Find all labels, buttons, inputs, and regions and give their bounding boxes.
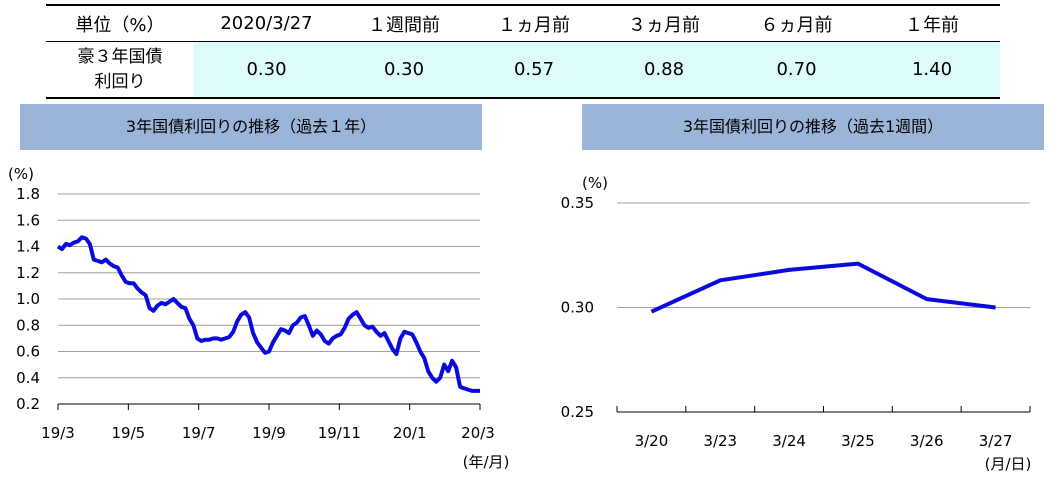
y-tick-label: 0.35 — [561, 194, 594, 212]
value-1week: 0.30 — [339, 41, 469, 99]
table-row: 豪３年国債利回り 0.30 0.30 0.57 0.88 0.70 1.40 — [46, 41, 1000, 99]
x-tick-label: 19/11 — [318, 424, 361, 442]
value-3month: 0.88 — [599, 41, 729, 99]
y-tick-label: 0.2 — [16, 395, 40, 413]
header-3month: ３ヵ月前 — [599, 4, 729, 42]
y-tick-label: 0.6 — [16, 343, 40, 361]
chart-title-1week: 3年国債利回りの推移（過去1週間） — [582, 104, 1044, 150]
x-tick-label: 20/3 — [461, 424, 495, 442]
y-tick-label: 0.4 — [16, 369, 40, 387]
header-unit: 単位（%） — [46, 4, 194, 42]
value-date: 0.30 — [194, 41, 339, 99]
header-1year: １年前 — [864, 4, 1000, 42]
y-tick-label: 1.6 — [16, 211, 40, 229]
x-tick-label: 3/24 — [772, 432, 806, 450]
series-line-1year — [56, 235, 480, 393]
x-unit-label: (年/月) — [463, 453, 510, 471]
x-tick-label: 3/26 — [910, 432, 944, 450]
value-1month: 0.57 — [469, 41, 599, 99]
y-tick-label: 1.2 — [16, 264, 40, 282]
header-1week: １週間前 — [339, 4, 469, 42]
x-tick-label: 19/5 — [111, 424, 145, 442]
x-tick-label: 20/1 — [393, 424, 427, 442]
x-tick-label: 3/23 — [703, 432, 737, 450]
header-date: 2020/3/27 — [194, 4, 339, 42]
value-1year: 1.40 — [864, 41, 1000, 99]
header-1month: １ヵ月前 — [469, 4, 599, 42]
y-tick-label: 0.30 — [561, 299, 594, 317]
x-unit-label: (月/日) — [985, 455, 1032, 473]
y-tick-label: 1.8 — [16, 185, 40, 203]
x-tick-label: 19/7 — [182, 424, 216, 442]
series-line-1week — [650, 261, 996, 314]
table-header-row: 単位（%） 2020/3/27 １週間前 １ヵ月前 ３ヵ月前 ６ヵ月前 １年前 — [46, 4, 1000, 42]
y-unit-label: (%) — [8, 165, 34, 183]
y-unit-label: (%) — [582, 174, 608, 192]
y-tick-label: 0.25 — [561, 403, 594, 421]
chart-title-1year: 3年国債利回りの推移（過去１年） — [20, 104, 482, 150]
y-tick-label: 0.8 — [16, 316, 40, 334]
yield-summary-table: 単位（%） 2020/3/27 １週間前 １ヵ月前 ３ヵ月前 ６ヵ月前 １年前 … — [46, 4, 1000, 99]
x-tick-label: 19/3 — [41, 424, 75, 442]
row-label-line1: 豪３年国債 — [77, 46, 163, 67]
y-tick-label: 1.0 — [16, 290, 40, 308]
header-6month: ６ヵ月前 — [729, 4, 864, 42]
x-tick-label: 19/9 — [252, 424, 286, 442]
x-tick-label: 3/20 — [635, 432, 669, 450]
y-tick-label: 1.4 — [16, 238, 40, 256]
x-tick-label: 3/25 — [841, 432, 875, 450]
x-tick-label: 3/27 — [979, 432, 1013, 450]
value-6month: 0.70 — [729, 41, 864, 99]
row-label-line2: 利回り — [94, 71, 146, 92]
row-label: 豪３年国債利回り — [46, 41, 194, 99]
